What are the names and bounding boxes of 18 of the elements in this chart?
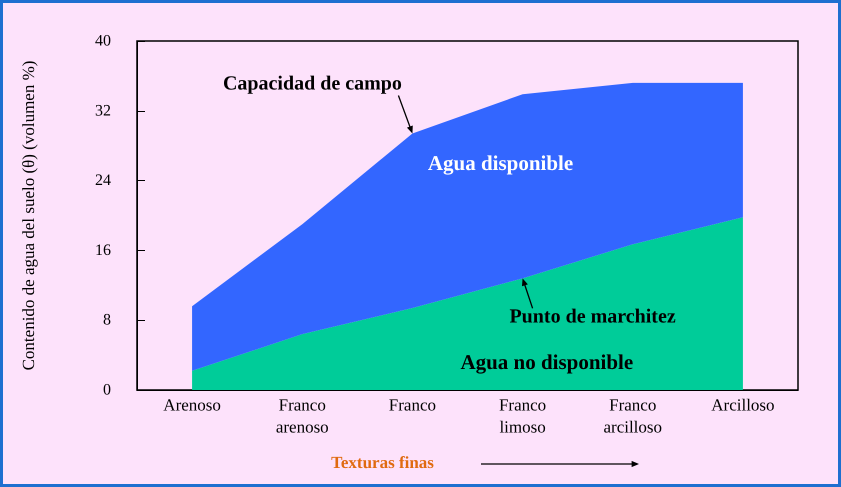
- y-tick-label: 32: [95, 102, 111, 120]
- y-tick-label: 40: [95, 32, 111, 50]
- y-tick-label: 8: [103, 312, 111, 329]
- series-label: Agua no disponible: [460, 350, 634, 374]
- y-tick-label: 16: [95, 242, 111, 259]
- y-tick-label: 24: [95, 172, 111, 190]
- annotation: Capacidad de campo: [222, 72, 402, 94]
- annotation: Punto de marchitez: [509, 305, 676, 328]
- x-tick-label: Franco arcilloso: [603, 396, 662, 436]
- x-tick-label: Franco: [388, 396, 436, 414]
- x-axis-title: Texturas finas: [331, 453, 434, 472]
- y-tick-label: 0: [103, 382, 111, 398]
- x-tick-label: Arcilloso: [711, 396, 775, 414]
- x-tick-label: Arenoso: [163, 396, 221, 414]
- x-tick-label: Franco arenoso: [276, 396, 329, 436]
- series-label: Agua disponible: [428, 151, 574, 176]
- y-axis-title: Contenido de agua del suelo (θ) (volumen %): [19, 60, 38, 370]
- x-tick-label: Franco limoso: [498, 396, 546, 436]
